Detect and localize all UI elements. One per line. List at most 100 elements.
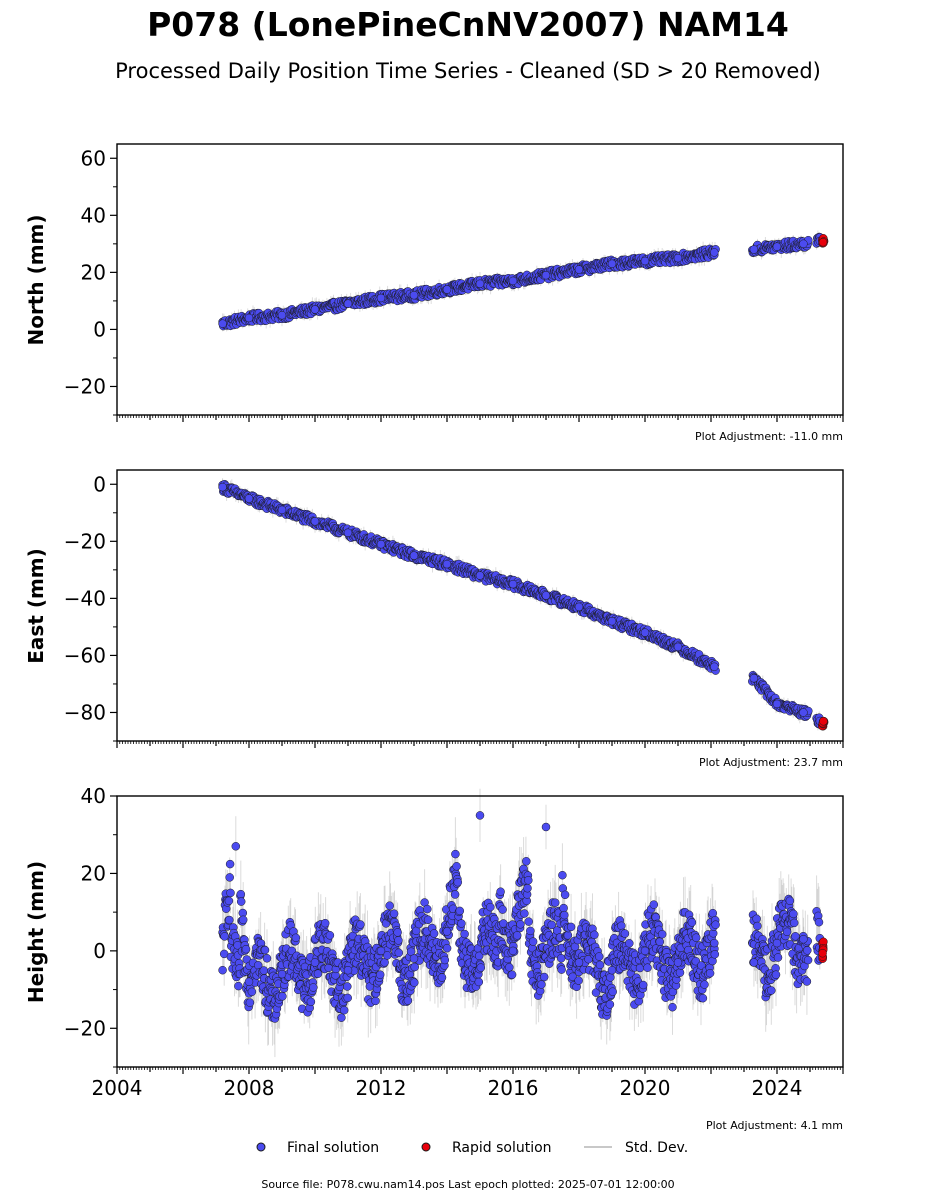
final-solution-point bbox=[453, 877, 463, 887]
final-solution-point bbox=[528, 937, 538, 946]
final-solution-point bbox=[291, 933, 301, 943]
final-solution-point bbox=[594, 952, 604, 961]
final-solution-point bbox=[498, 905, 507, 914]
final-solution-point bbox=[260, 945, 270, 955]
final-solution-point bbox=[343, 982, 352, 991]
north-ylabel: North (mm) bbox=[24, 214, 48, 345]
final-solution-point bbox=[566, 922, 576, 932]
north-plot-adjustment: Plot Adjustment: -11.0 mm bbox=[695, 430, 843, 443]
final-solution-point bbox=[539, 972, 549, 982]
final-solution-point bbox=[376, 293, 386, 303]
y-tick-label: −60 bbox=[64, 643, 106, 667]
final-solution-point bbox=[409, 290, 419, 300]
east-panel: −80 −60 −40 −20 0 East (mm) Plot Adjustment:… bbox=[24, 469, 844, 769]
final-solution-point bbox=[655, 937, 665, 947]
final-solution-point bbox=[310, 305, 320, 314]
final-solution-point bbox=[410, 978, 419, 987]
final-solution-point bbox=[238, 915, 248, 925]
final-solution-point bbox=[310, 517, 320, 526]
final-solution-point bbox=[278, 992, 287, 1001]
final-solution-point bbox=[524, 876, 533, 885]
final-solution-point bbox=[640, 628, 650, 637]
final-solution-point bbox=[508, 579, 518, 589]
final-solution-point bbox=[442, 285, 452, 294]
final-solution-point bbox=[710, 248, 719, 257]
final-solution-point bbox=[640, 256, 650, 266]
final-solution-point bbox=[574, 976, 583, 985]
final-solution-point bbox=[522, 857, 531, 866]
final-solution-point bbox=[236, 889, 246, 899]
y-tick-label: 60 bbox=[81, 146, 106, 170]
final-solution-point bbox=[429, 929, 439, 938]
final-solution-point bbox=[516, 920, 525, 929]
final-solution-point bbox=[234, 981, 243, 991]
final-solution-point bbox=[224, 896, 234, 906]
y-tick-label: 40 bbox=[81, 203, 106, 227]
final-solution-point bbox=[607, 616, 617, 626]
final-solution-point bbox=[505, 963, 514, 972]
final-solution-point bbox=[225, 859, 235, 869]
final-solution-point bbox=[277, 505, 287, 515]
final-solution-point bbox=[620, 929, 630, 938]
final-solution-point bbox=[244, 313, 254, 323]
final-solution-point bbox=[442, 559, 452, 569]
final-solution-point bbox=[496, 887, 505, 896]
y-tick-label: −80 bbox=[64, 700, 106, 724]
y-tick-label: −40 bbox=[64, 586, 106, 610]
final-solution-point bbox=[649, 900, 659, 909]
final-solution-point bbox=[376, 539, 386, 549]
final-solution-point bbox=[236, 897, 246, 906]
final-solution-point bbox=[442, 943, 452, 953]
final-solution-point bbox=[799, 708, 808, 717]
y-tick-label: 20 bbox=[81, 260, 106, 284]
final-solution-point bbox=[277, 310, 287, 320]
final-solution-point bbox=[457, 919, 466, 928]
final-solution-point bbox=[508, 276, 518, 286]
east-plot-area: −80 −60 −40 −20 0 bbox=[64, 472, 844, 748]
y-tick-label: 0 bbox=[93, 317, 106, 341]
final-solution-point bbox=[245, 998, 255, 1007]
final-solution-point bbox=[524, 917, 533, 926]
final-solution-point bbox=[475, 279, 485, 289]
final-solution-point bbox=[559, 903, 568, 913]
final-solution-point bbox=[710, 662, 719, 672]
final-solution-point bbox=[356, 920, 365, 929]
figure-subtitle: Processed Daily Position Time Series - C… bbox=[115, 59, 821, 83]
final-solution-point bbox=[643, 963, 652, 972]
final-solution-point bbox=[673, 253, 683, 263]
final-solution-point bbox=[486, 902, 495, 912]
final-solution-point bbox=[560, 890, 570, 900]
east-axes-frame bbox=[116, 469, 844, 742]
final-solution-point bbox=[325, 931, 335, 940]
final-solution-point bbox=[244, 494, 254, 503]
final-solution-point bbox=[450, 890, 460, 899]
north-panel: −20 0 20 40 60 North (mm) Plot Adjustment: -… bbox=[24, 143, 844, 443]
final-solution-point bbox=[262, 954, 272, 963]
rapid-solution-point bbox=[819, 716, 828, 726]
final-solution-point bbox=[625, 939, 634, 948]
final-solution-point bbox=[550, 898, 560, 907]
final-solution-point bbox=[218, 319, 227, 328]
figure-title: P078 (LonePineCnNV2007) NAM14 bbox=[147, 5, 789, 44]
final-solution-point bbox=[343, 299, 353, 308]
final-solution-point bbox=[606, 973, 615, 982]
final-solution-point bbox=[607, 259, 617, 269]
final-solution-point bbox=[309, 983, 318, 992]
north-plot-area: −20 0 20 40 60 bbox=[64, 146, 844, 422]
final-solution-point bbox=[423, 915, 433, 925]
final-solution-point bbox=[394, 936, 403, 945]
final-solution-point bbox=[259, 966, 269, 975]
final-solution-point bbox=[451, 849, 460, 859]
east-plot-adjustment: Plot Adjustment: 23.7 mm bbox=[699, 756, 843, 769]
final-solution-point bbox=[558, 870, 567, 880]
final-solution-point bbox=[541, 270, 551, 280]
final-solution-point bbox=[617, 921, 626, 931]
final-solution-point bbox=[526, 926, 535, 936]
final-solution-point bbox=[557, 965, 566, 974]
final-solution-point bbox=[423, 904, 432, 914]
final-solution-point bbox=[241, 944, 251, 954]
final-solution-point bbox=[440, 955, 450, 965]
final-solution-point bbox=[799, 239, 808, 249]
